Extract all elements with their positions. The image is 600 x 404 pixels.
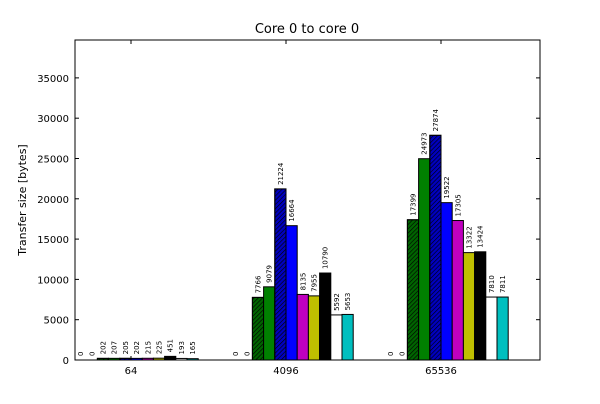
data-label: 27874 (432, 109, 440, 132)
bar-hatch (429, 134, 442, 361)
bar-s11-4096 (341, 313, 354, 361)
y-axis-label: Transfer size [bytes] (16, 144, 29, 256)
data-label: 21224 (277, 162, 285, 185)
data-label: 5592 (333, 293, 341, 311)
data-label: 215 (144, 341, 152, 354)
y-tick-label: 20000 (37, 195, 69, 206)
bar-hatch (274, 188, 287, 361)
data-label: 8135 (299, 273, 307, 291)
data-label: 225 (156, 341, 164, 354)
data-label: 7766 (255, 275, 263, 293)
bar-s4-65536 (418, 158, 431, 361)
data-label: 10790 (322, 247, 330, 269)
data-label: 0 (387, 352, 395, 356)
data-label: 207 (111, 341, 119, 354)
data-label: 24973 (421, 132, 429, 154)
data-label: 13424 (477, 225, 485, 248)
bar-s7-4096 (296, 293, 309, 361)
bar-s8-65536 (462, 252, 476, 361)
y-tick-label: 10000 (37, 275, 69, 286)
bar-s6-65536 (440, 202, 453, 361)
data-label: 193 (178, 341, 186, 354)
data-label: 9079 (266, 265, 274, 283)
data-label: 165 (189, 341, 197, 354)
data-label: 7811 (499, 275, 507, 293)
bar-hatch (406, 219, 420, 361)
bar-s9-64 (164, 355, 177, 361)
bar-s7-65536 (451, 220, 464, 361)
data-label: 0 (88, 352, 96, 356)
y-tick-label: 0 (63, 356, 69, 367)
bar-s10-4096 (330, 314, 343, 361)
data-label: 205 (122, 341, 130, 354)
bar-s11-65536 (496, 296, 509, 361)
data-label: 17399 (410, 193, 418, 215)
data-label: 7955 (311, 274, 319, 292)
bar-s10-65536 (485, 296, 498, 361)
plot-frame (74, 39, 541, 361)
bar-s8-4096 (307, 295, 321, 361)
data-label: 0 (77, 352, 85, 356)
y-tick-label: 5000 (44, 316, 69, 327)
data-label: 19522 (443, 176, 451, 198)
x-tick-label: 64 (125, 366, 138, 377)
data-label: 202 (133, 341, 141, 354)
bar-s6-4096 (285, 225, 298, 361)
bar-hatch (251, 296, 265, 361)
data-label: 17305 (454, 194, 462, 216)
data-label: 13322 (466, 226, 474, 248)
data-label: 16664 (288, 199, 296, 222)
x-tick-label: 65536 (425, 366, 457, 377)
chart-title: Core 0 to core 0 (255, 22, 359, 37)
bar-s9-4096 (319, 272, 332, 361)
data-label: 451 (167, 339, 175, 352)
y-tick-label: 30000 (37, 114, 69, 125)
data-label: 0 (398, 352, 406, 356)
bar-s4-4096 (263, 286, 276, 361)
data-label: 202 (100, 341, 108, 354)
data-label: 5653 (344, 293, 352, 311)
data-label: 0 (232, 352, 240, 356)
data-label: 7810 (488, 275, 496, 293)
y-tick-label: 15000 (37, 235, 69, 246)
x-tick-label: 4096 (273, 366, 298, 377)
y-tick-label: 25000 (37, 154, 69, 165)
data-label: 0 (243, 352, 251, 356)
bar-s9-65536 (474, 251, 487, 361)
y-tick-label: 35000 (37, 74, 69, 85)
